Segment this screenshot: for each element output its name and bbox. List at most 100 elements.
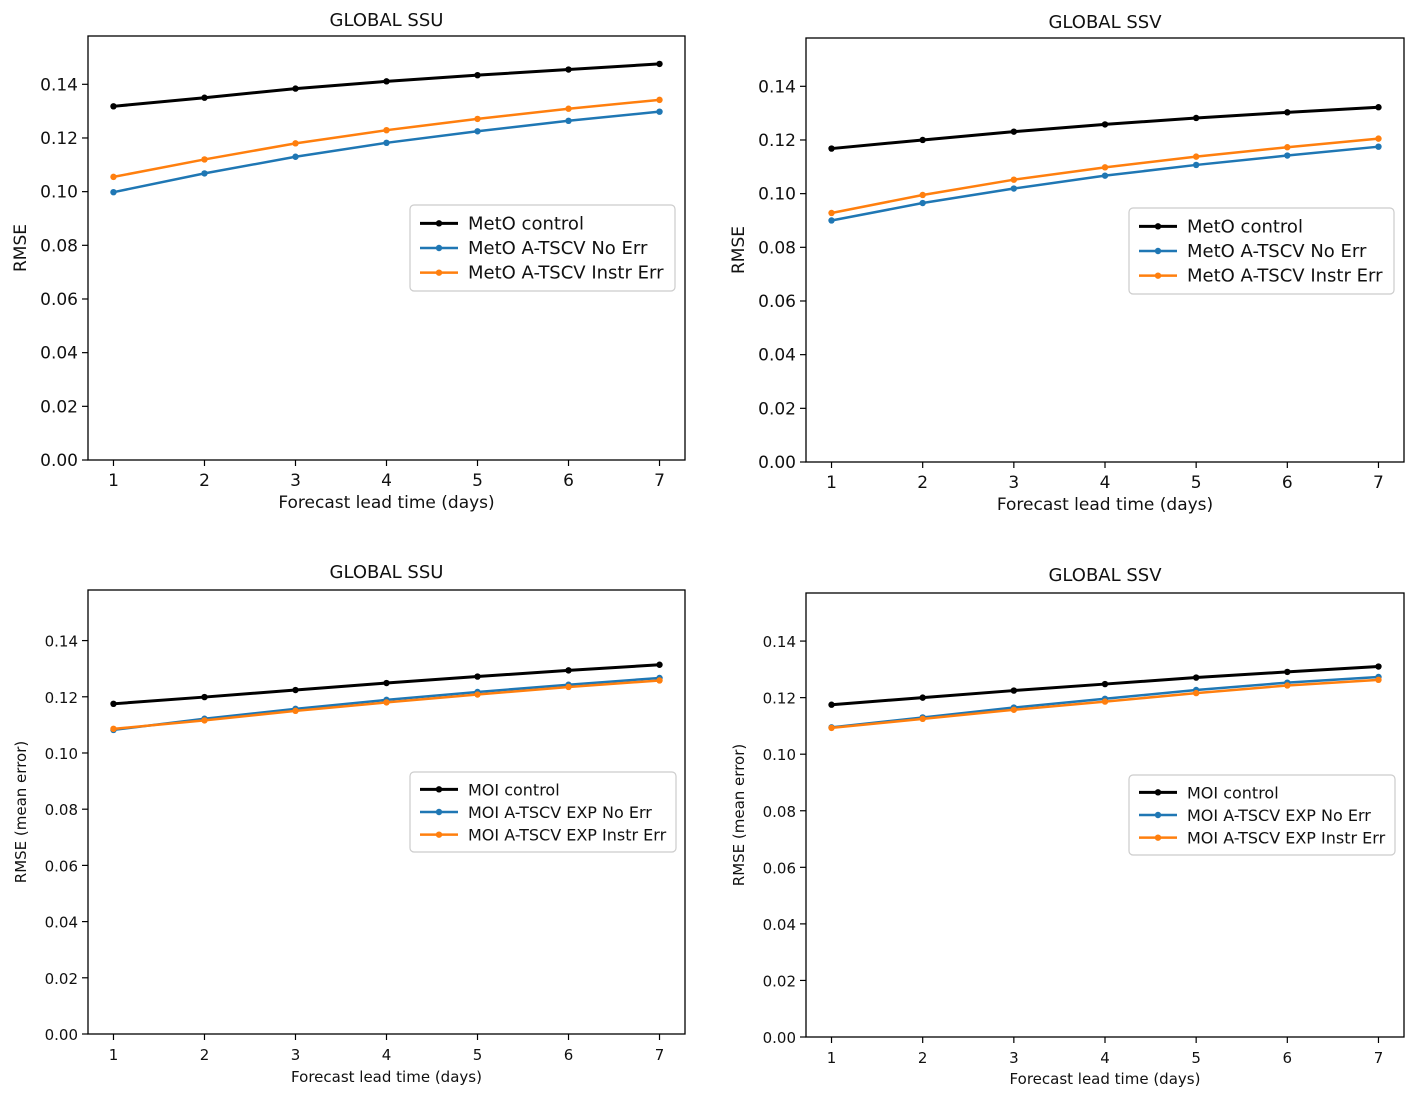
legend: MOI control MOI A-TSCV EXP No Err MOI A-TS… <box>409 771 677 853</box>
chart-panel-4: GLOBAL SSV 0.00 0.02 0.04 0.06 0.08 0.10 0.12 0.… <box>730 565 1405 1088</box>
legend-swatch-marker <box>1154 272 1162 279</box>
legend-swatch-marker <box>435 244 443 252</box>
y-tick-label: 0.04 <box>40 344 78 364</box>
legend-label: MetO A-TSCV No Err <box>468 238 648 259</box>
x-tick-label: 1 <box>827 1049 837 1067</box>
legend: MetO control MetO A-TSCV No Err MetO A-TSC… <box>409 204 676 292</box>
data-point <box>201 693 208 701</box>
y-tick-label: 0.08 <box>758 238 796 258</box>
data-point <box>656 108 663 115</box>
x-tick-label: 7 <box>655 1046 665 1064</box>
y-axis-label: RMSE (mean error) <box>12 741 30 883</box>
y-tick-label: 0.10 <box>45 745 78 763</box>
legend-label: MetO control <box>468 213 584 234</box>
data-point <box>1375 135 1382 142</box>
y-tick-label: 0.02 <box>40 397 78 417</box>
data-point <box>656 661 663 668</box>
x-tick-label: 2 <box>199 471 210 491</box>
data-point <box>201 156 208 163</box>
series-2 <box>110 108 663 196</box>
y-tick-label: 0.06 <box>45 857 78 875</box>
y-tick-label: 0.12 <box>758 131 796 151</box>
y-axis-label: RMSE (mean error) <box>730 744 748 886</box>
data-point <box>1010 176 1018 183</box>
x-tick-label: 7 <box>654 471 665 491</box>
legend-swatch <box>1139 223 1177 230</box>
x-tick-label: 1 <box>826 473 837 493</box>
y-tick-label: 0.08 <box>763 803 796 821</box>
data-point <box>1284 668 1291 676</box>
data-point <box>292 85 299 92</box>
data-point <box>474 691 481 698</box>
y-tick-label: 0.02 <box>763 972 796 990</box>
data-point <box>1192 153 1200 160</box>
y-tick-label: 0.10 <box>758 185 796 205</box>
x-tick-label: 2 <box>917 473 928 493</box>
legend: MOI control MOI A-TSCV EXP No Err MOI A-TS… <box>1128 774 1396 856</box>
legend-swatch-marker <box>1154 223 1162 230</box>
series-line <box>113 110 660 194</box>
x-tick-label: 6 <box>563 471 574 491</box>
data-point <box>1375 676 1382 684</box>
data-point <box>383 679 390 687</box>
data-point <box>1375 143 1382 150</box>
legend-swatch-marker <box>435 831 443 838</box>
data-point <box>828 701 835 708</box>
legend-swatch <box>1139 789 1177 796</box>
data-point <box>110 725 117 733</box>
data-point <box>1192 161 1200 169</box>
data-point <box>656 60 663 68</box>
data-point <box>110 173 117 181</box>
data-point <box>201 170 208 177</box>
series-1 <box>110 661 663 708</box>
data-point <box>383 126 390 134</box>
data-point <box>1375 104 1382 111</box>
data-point <box>919 694 926 701</box>
data-point <box>1375 663 1382 670</box>
y-tick-label: 0.06 <box>758 292 796 312</box>
legend-swatch <box>1139 811 1177 819</box>
data-point <box>919 136 926 144</box>
y-tick-label: 0.10 <box>763 746 796 764</box>
y-tick-label: 0.14 <box>758 77 796 97</box>
x-tick-label: 5 <box>1191 1049 1201 1067</box>
legend-label: MetO control <box>1187 216 1303 237</box>
data-point <box>1101 121 1109 128</box>
data-point <box>201 94 208 101</box>
data-point <box>565 105 572 112</box>
y-tick-label: 0.08 <box>40 236 78 256</box>
data-point <box>292 686 299 694</box>
x-tick-label: 3 <box>1008 473 1019 493</box>
legend-box <box>1128 207 1395 295</box>
data-point <box>565 683 572 691</box>
x-tick-label: 2 <box>200 1046 210 1064</box>
series-line <box>113 62 660 108</box>
data-point <box>1101 172 1109 179</box>
series-3 <box>828 676 1382 732</box>
x-axis-label: Forecast lead time (days) <box>1010 1070 1201 1088</box>
x-tick-label: 5 <box>473 1046 483 1064</box>
data-point <box>1284 152 1291 159</box>
y-tick-label: 0.14 <box>40 75 78 95</box>
series-1 <box>828 663 1382 708</box>
data-point <box>1192 114 1200 122</box>
chart-title: GLOBAL SSU <box>330 10 444 31</box>
chart-panel-2: GLOBAL SSV 0.00 0.02 0.04 0.06 0.08 0.10 0.12 0.… <box>729 12 1405 515</box>
legend-swatch-marker <box>435 786 443 793</box>
data-point <box>565 117 572 125</box>
data-point <box>383 699 390 706</box>
chart-title: GLOBAL SSV <box>1048 12 1162 33</box>
data-point <box>110 103 117 110</box>
series-line <box>831 105 1379 151</box>
data-point <box>1010 687 1018 694</box>
data-point <box>828 217 835 224</box>
chart-title: GLOBAL SSU <box>330 562 444 583</box>
series-3 <box>110 96 663 181</box>
x-tick-label: 7 <box>1373 473 1384 493</box>
legend-swatch-marker <box>435 220 443 227</box>
chart-title: GLOBAL SSV <box>1048 565 1162 586</box>
legend-swatch <box>1139 272 1177 279</box>
y-tick-label: 0.04 <box>758 346 796 366</box>
x-tick-label: 4 <box>381 471 392 491</box>
